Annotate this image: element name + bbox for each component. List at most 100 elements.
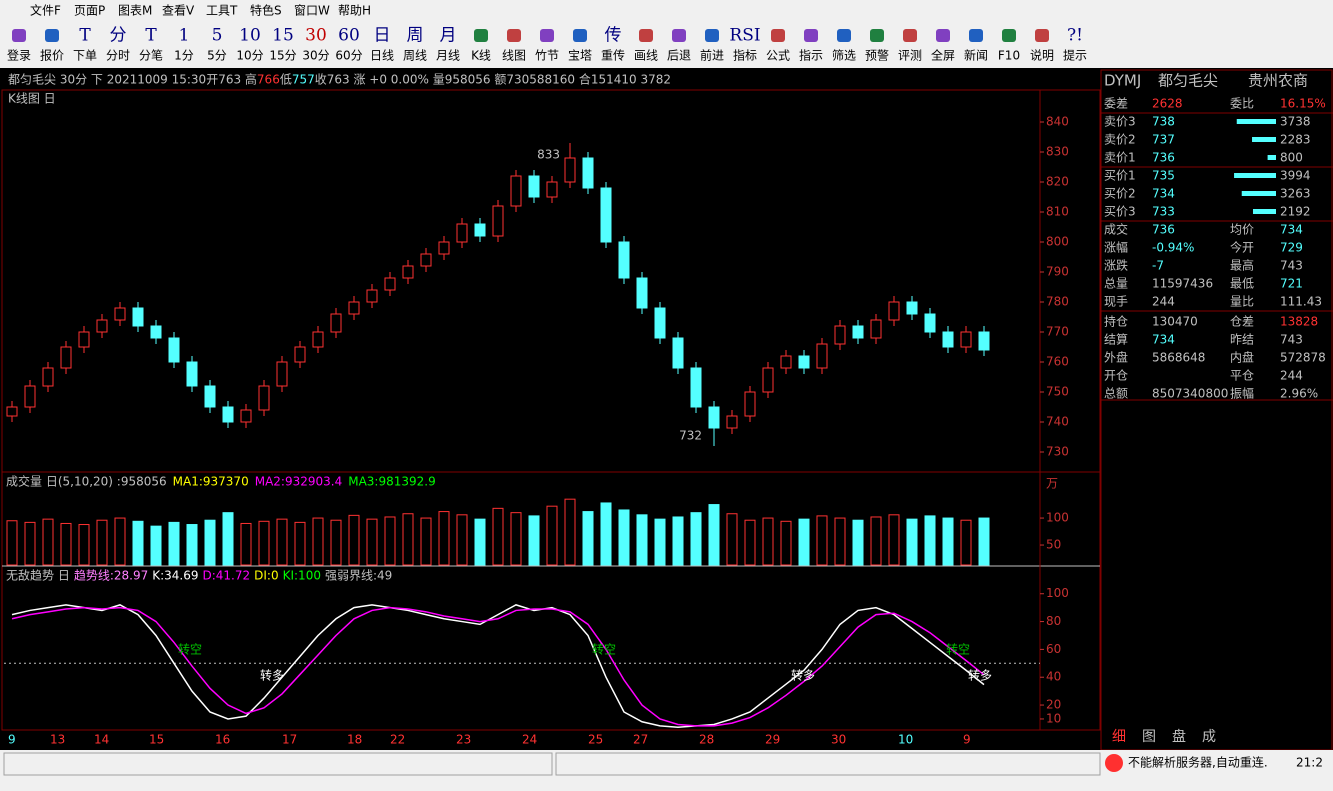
- tool-label[interactable]: 预警: [865, 48, 889, 63]
- tool-icon[interactable]: ?!: [1067, 26, 1083, 46]
- tool-label[interactable]: 公式: [766, 49, 790, 63]
- tool-label[interactable]: 15分: [269, 49, 296, 63]
- tool-label[interactable]: 周线: [403, 49, 427, 63]
- tool-label[interactable]: 指标: [733, 48, 757, 63]
- tool-icon[interactable]: [903, 29, 917, 42]
- tool-label[interactable]: F10: [998, 49, 1020, 63]
- tool-icon[interactable]: [870, 29, 884, 42]
- menu-item[interactable]: 工具T: [206, 4, 238, 18]
- menu-item[interactable]: 帮助H: [338, 4, 371, 18]
- y-tick-label: 60: [1046, 642, 1061, 656]
- candle-body: [348, 301, 360, 315]
- tool-icon[interactable]: [474, 29, 488, 42]
- tool-label[interactable]: 60分: [335, 49, 362, 63]
- tool-label[interactable]: 筛选: [832, 48, 856, 63]
- tool-label[interactable]: 下单: [73, 49, 97, 63]
- tool-icon[interactable]: 分: [110, 26, 127, 46]
- candle-body: [132, 307, 144, 327]
- tool-icon[interactable]: [1002, 29, 1016, 42]
- tool-label[interactable]: 说明: [1030, 48, 1054, 63]
- tool-label[interactable]: 重传: [601, 48, 625, 63]
- tool-label[interactable]: 月线: [436, 49, 460, 63]
- tool-icon[interactable]: [705, 29, 719, 42]
- tool-icon[interactable]: 周: [407, 26, 424, 46]
- tool-icon[interactable]: T: [145, 26, 157, 46]
- tool-icon[interactable]: [540, 29, 554, 42]
- quote-tab[interactable]: 盘: [1172, 728, 1186, 745]
- tool-label[interactable]: 登录: [7, 48, 31, 63]
- tool-label[interactable]: 线图: [502, 49, 526, 63]
- quote-value: 13828: [1280, 315, 1318, 329]
- candle-body: [582, 157, 594, 189]
- candle-body: [834, 325, 846, 345]
- quote-value: 729: [1280, 241, 1303, 255]
- tool-label[interactable]: 全屏: [931, 48, 955, 63]
- tool-label[interactable]: 指示: [799, 48, 823, 63]
- tool-icon[interactable]: 5: [212, 26, 223, 46]
- tool-icon[interactable]: RSI: [729, 26, 760, 46]
- tool-label[interactable]: K线: [471, 49, 491, 63]
- tool-label[interactable]: 后退: [667, 49, 691, 63]
- header-text: 收763 涨 +0 0.00% 量958056 额730588160 合1514…: [315, 72, 671, 87]
- quote-tab[interactable]: 细: [1112, 729, 1126, 745]
- tool-icon[interactable]: 15: [272, 26, 294, 46]
- quote-label: 振幅: [1230, 386, 1254, 401]
- tool-label[interactable]: 分笔: [139, 48, 163, 63]
- book-volume: 3738: [1280, 115, 1311, 129]
- tool-icon[interactable]: 10: [239, 26, 261, 46]
- y-tick-label: 810: [1046, 205, 1069, 219]
- tool-icon[interactable]: 60: [338, 26, 360, 46]
- volume-bar: [294, 521, 306, 566]
- quote-tab[interactable]: 成: [1202, 729, 1216, 745]
- y-tick-label: 840: [1046, 115, 1069, 129]
- menu-item[interactable]: 窗口W: [294, 4, 330, 18]
- x-tick-label: 30: [831, 733, 846, 747]
- tool-icon[interactable]: [507, 29, 521, 42]
- tool-icon[interactable]: 日: [374, 26, 391, 46]
- tool-icon[interactable]: [672, 29, 686, 42]
- candle-body: [816, 343, 828, 369]
- tool-icon[interactable]: [936, 29, 950, 42]
- tool-label[interactable]: 5分: [207, 49, 227, 63]
- tool-icon[interactable]: [1035, 29, 1049, 42]
- tool-label[interactable]: 分时: [106, 49, 130, 63]
- tool-icon[interactable]: [573, 29, 587, 42]
- tool-icon[interactable]: 1: [179, 26, 190, 46]
- tool-label[interactable]: 日线: [370, 49, 394, 63]
- tool-icon[interactable]: [804, 29, 818, 42]
- tool-icon[interactable]: 月: [440, 26, 457, 46]
- tool-label[interactable]: 提示: [1063, 48, 1087, 63]
- tool-label[interactable]: 前进: [700, 48, 724, 63]
- tool-label[interactable]: 画线: [634, 49, 658, 63]
- tool-icon[interactable]: [771, 29, 785, 42]
- tool-icon[interactable]: [837, 29, 851, 42]
- menu-item[interactable]: 图表M: [118, 4, 152, 18]
- tool-label[interactable]: 宝塔: [568, 49, 592, 63]
- tool-icon[interactable]: [45, 29, 59, 42]
- menu-item[interactable]: 特色S: [250, 3, 282, 18]
- book-bar: [1234, 173, 1276, 178]
- tool-label[interactable]: 10分: [236, 49, 263, 63]
- candle-body: [924, 313, 936, 333]
- x-tick-label: 15: [149, 733, 164, 747]
- tool-label[interactable]: 30分: [302, 49, 329, 63]
- tool-icon[interactable]: 传: [605, 26, 622, 46]
- tool-icon[interactable]: 30: [305, 26, 327, 46]
- tool-label[interactable]: 新闻: [964, 48, 988, 63]
- tool-label[interactable]: 竹节: [535, 49, 559, 63]
- menu-item[interactable]: 查看V: [162, 4, 195, 18]
- tool-label[interactable]: 报价: [40, 48, 64, 63]
- tool-icon[interactable]: [12, 29, 26, 42]
- quote-tab[interactable]: 图: [1142, 729, 1156, 745]
- tool-icon[interactable]: [969, 29, 983, 42]
- candle-body: [474, 223, 486, 237]
- tool-label[interactable]: 1分: [174, 49, 194, 63]
- tool-icon[interactable]: T: [79, 26, 91, 46]
- menu-item[interactable]: 页面P: [74, 4, 105, 18]
- quote-label: 均价: [1230, 223, 1254, 237]
- menu-item[interactable]: 文件F: [30, 3, 61, 18]
- signal-label: 转多: [791, 668, 815, 683]
- tool-label[interactable]: 评测: [898, 49, 922, 63]
- quote-value: 743: [1280, 259, 1303, 273]
- tool-icon[interactable]: [639, 29, 653, 42]
